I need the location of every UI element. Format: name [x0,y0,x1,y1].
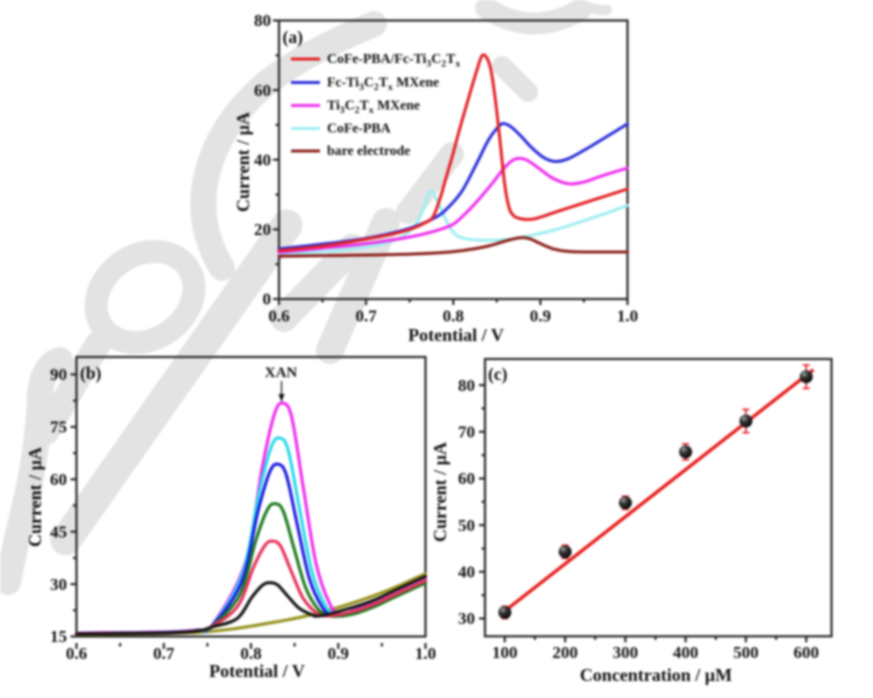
svg-text:70: 70 [458,423,475,442]
svg-text:Potential / V: Potential / V [408,325,504,345]
svg-text:bare electrode: bare electrode [327,143,410,158]
svg-text:40: 40 [458,563,475,582]
svg-text:0.8: 0.8 [443,307,464,326]
svg-text:CoFe-PBA/Fc-Ti3C2Tx: CoFe-PBA/Fc-Ti3C2Tx [327,51,460,70]
svg-text:40: 40 [254,150,271,169]
svg-text:0.6: 0.6 [268,307,289,326]
svg-text:Current / µA: Current / µA [25,447,45,547]
svg-text:Potential / V: Potential / V [209,661,305,681]
svg-text:60: 60 [458,469,475,488]
svg-text:600: 600 [793,643,819,662]
svg-text:XAN: XAN [265,365,298,381]
svg-text:1.0: 1.0 [415,644,436,663]
svg-text:90: 90 [50,365,67,384]
svg-text:0.8: 0.8 [240,644,261,663]
svg-text:75: 75 [50,418,67,437]
svg-text:0.7: 0.7 [355,307,377,326]
svg-text:60: 60 [50,470,67,489]
svg-text:Concentration / µM: Concentration / µM [580,665,732,685]
svg-text:20: 20 [254,220,271,239]
svg-text:CoFe-PBA: CoFe-PBA [327,121,391,136]
svg-text:60: 60 [254,81,271,100]
svg-text:50: 50 [458,516,475,535]
svg-text:0.7: 0.7 [153,644,175,663]
svg-text:80: 80 [458,376,475,395]
svg-text:0: 0 [263,290,272,309]
svg-text:0.9: 0.9 [328,644,349,663]
svg-text:300: 300 [613,643,639,662]
svg-text:0.6: 0.6 [66,644,87,663]
svg-text:Fc-Ti3C2Tx MXene: Fc-Ti3C2Tx MXene [327,75,439,94]
svg-text:(a): (a) [283,27,304,47]
svg-text:(b): (b) [80,363,102,383]
svg-text:80: 80 [254,11,271,30]
svg-text:30: 30 [50,575,67,594]
svg-text:15: 15 [50,627,67,646]
svg-text:Ti3C2Tx MXene: Ti3C2Tx MXene [327,98,420,117]
svg-text:Current / µA: Current / µA [233,112,253,212]
svg-text:0.9: 0.9 [530,307,551,326]
svg-text:30: 30 [458,609,475,628]
svg-text:Current / µA: Current / µA [430,442,450,542]
svg-text:45: 45 [50,522,67,541]
svg-text:400: 400 [673,643,699,662]
svg-text:200: 200 [552,643,578,662]
svg-text:500: 500 [733,643,759,662]
svg-text:1.0: 1.0 [617,307,638,326]
svg-text:100: 100 [492,643,518,662]
svg-text:(c): (c) [488,364,508,384]
